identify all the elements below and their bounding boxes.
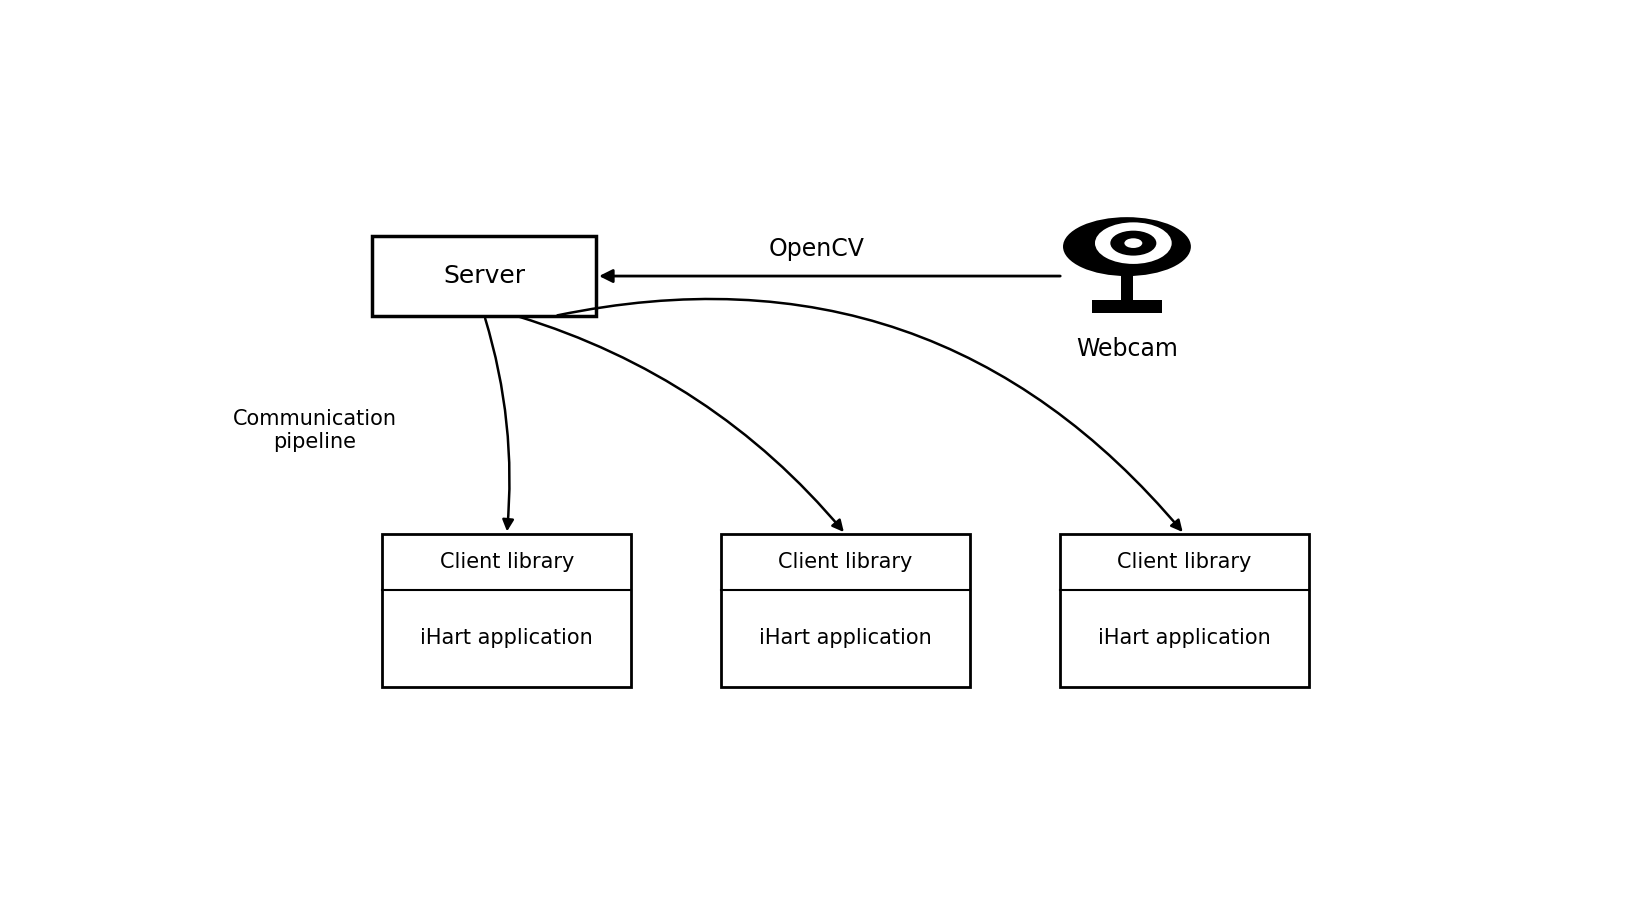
Bar — [721, 535, 970, 687]
Text: iHart application: iHart application — [759, 628, 932, 648]
Bar — [1059, 535, 1308, 687]
Bar — [373, 236, 596, 316]
Text: Client library: Client library — [1117, 552, 1252, 572]
Bar — [1120, 273, 1134, 304]
Text: iHart application: iHart application — [421, 628, 592, 648]
Circle shape — [1124, 238, 1142, 248]
Text: Client library: Client library — [439, 552, 574, 572]
FancyArrowPatch shape — [520, 317, 842, 530]
Bar — [1092, 301, 1162, 313]
FancyArrowPatch shape — [485, 319, 513, 528]
FancyArrowPatch shape — [558, 299, 1181, 530]
Circle shape — [1096, 222, 1172, 264]
Text: iHart application: iHart application — [1099, 628, 1270, 648]
Text: Server: Server — [444, 264, 525, 288]
Text: OpenCV: OpenCV — [769, 237, 865, 261]
Circle shape — [1110, 230, 1157, 256]
Bar — [383, 535, 632, 687]
Text: Webcam: Webcam — [1076, 337, 1178, 361]
Ellipse shape — [1063, 217, 1191, 276]
Text: Communication
pipeline: Communication pipeline — [233, 409, 398, 452]
Text: Client library: Client library — [779, 552, 912, 572]
